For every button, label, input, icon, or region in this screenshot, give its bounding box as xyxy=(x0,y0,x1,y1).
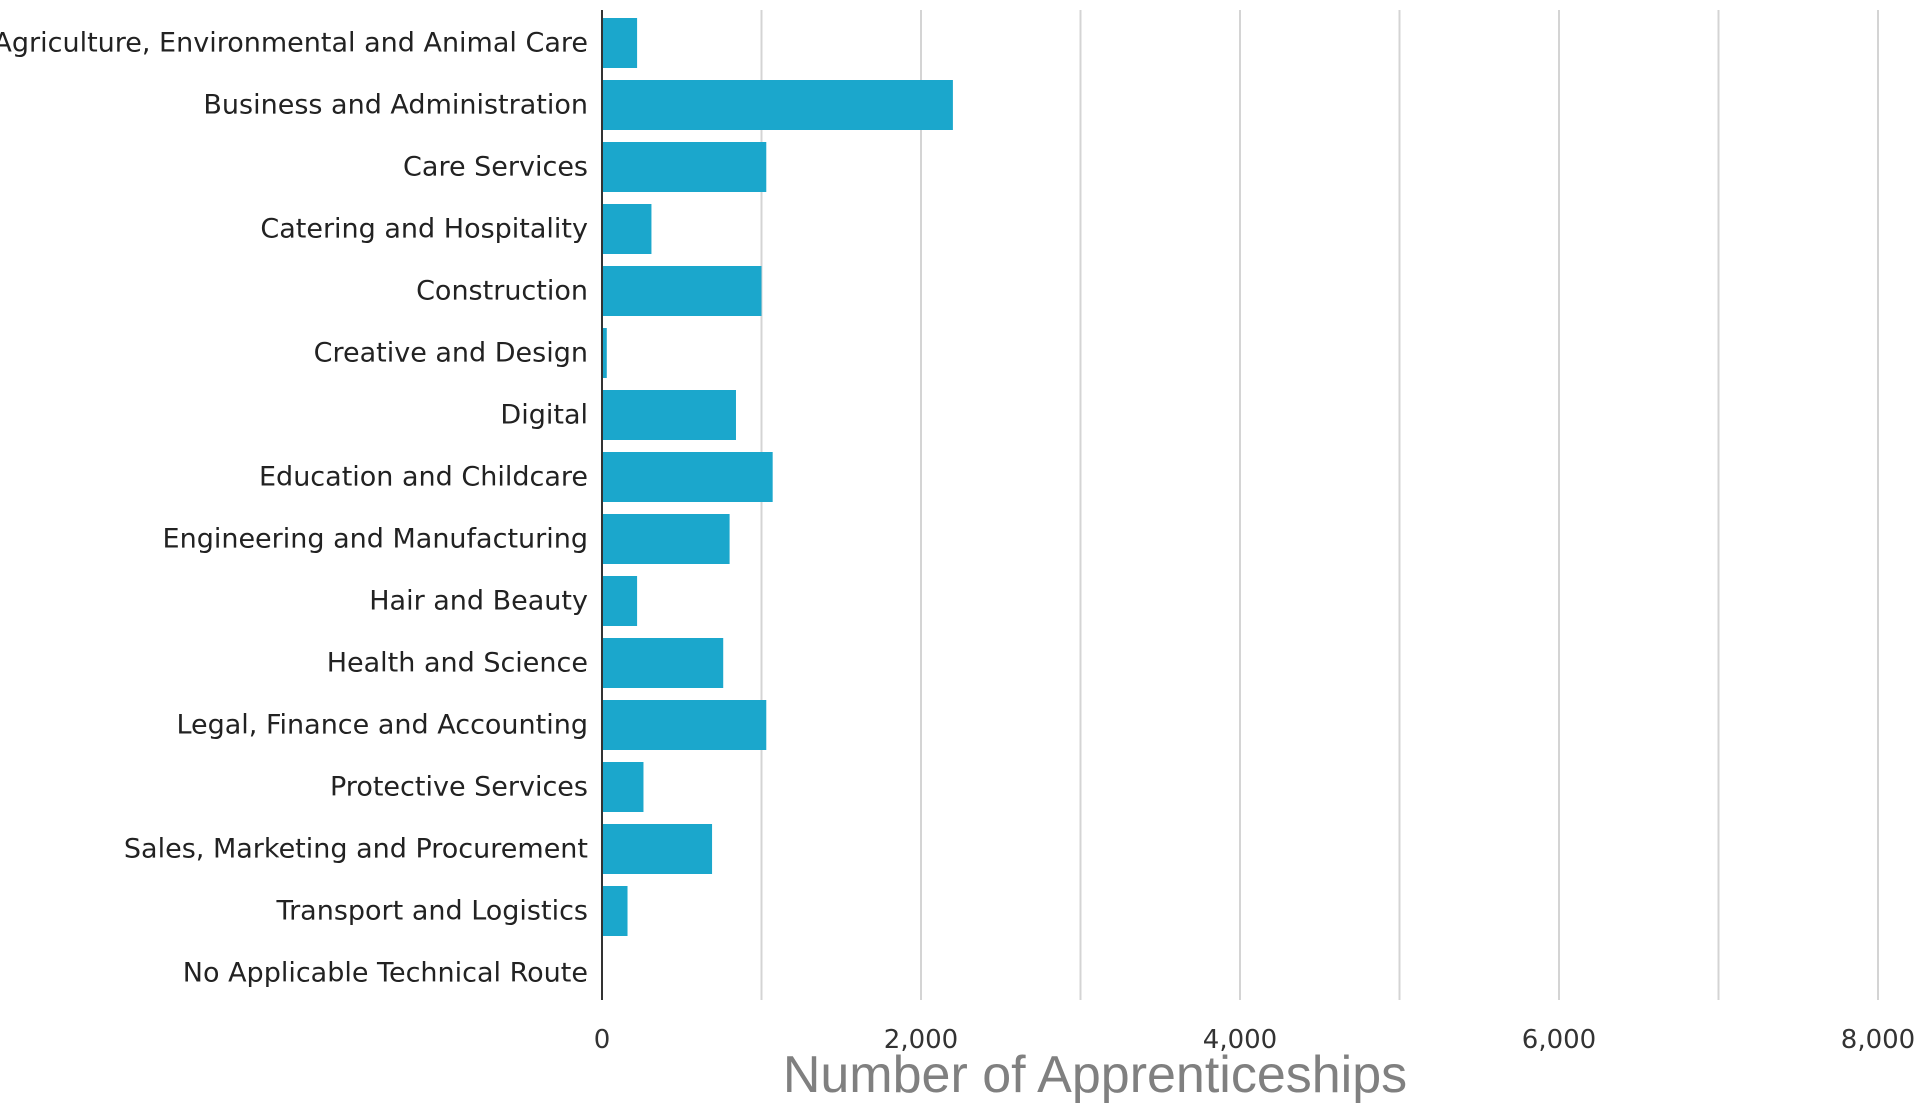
category-label: Transport and Logistics xyxy=(276,896,588,927)
category-label: Creative and Design xyxy=(314,338,588,369)
x-tick-label: 8,000 xyxy=(1841,1025,1915,1055)
x-tick-labels: 0 2,000 4,000 6,000 8,000 xyxy=(594,1025,1915,1055)
category-labels: Agriculture, Environmental and Animal Ca… xyxy=(0,28,588,989)
category-label: Hair and Beauty xyxy=(369,586,588,617)
category-label: Legal, Finance and Accounting xyxy=(176,710,588,741)
bar xyxy=(602,638,724,688)
bar xyxy=(602,452,773,502)
category-label: Digital xyxy=(500,400,588,431)
bar xyxy=(602,18,638,68)
category-label: No Applicable Technical Route xyxy=(183,958,588,989)
x-tick-label: 0 xyxy=(594,1025,611,1055)
bar xyxy=(602,886,628,936)
bar xyxy=(602,700,767,750)
x-axis-title: Number of Apprenticeships xyxy=(783,1046,1407,1104)
category-label: Business and Administration xyxy=(203,90,588,121)
gridlines xyxy=(760,10,1879,1000)
x-tick-label: 2,000 xyxy=(884,1025,958,1055)
category-label: Construction xyxy=(416,276,588,307)
category-label: Protective Services xyxy=(330,772,588,803)
category-label: Care Services xyxy=(403,152,588,183)
category-label: Engineering and Manufacturing xyxy=(163,524,588,555)
category-label: Health and Science xyxy=(327,648,588,679)
category-label: Education and Childcare xyxy=(259,462,588,493)
category-label: Sales, Marketing and Procurement xyxy=(124,834,588,865)
category-label: Agriculture, Environmental and Animal Ca… xyxy=(0,28,588,59)
bars xyxy=(602,18,953,936)
bar xyxy=(602,824,713,874)
bar xyxy=(602,514,730,564)
bar xyxy=(602,328,607,378)
x-tick-label: 4,000 xyxy=(1203,1025,1277,1055)
bar xyxy=(602,80,953,130)
bar xyxy=(602,762,644,812)
bar xyxy=(602,390,736,440)
x-tick-label: 6,000 xyxy=(1522,1025,1596,1055)
bar xyxy=(602,142,767,192)
bar xyxy=(602,266,762,316)
bar xyxy=(602,204,652,254)
bar xyxy=(602,576,638,626)
category-label: Catering and Hospitality xyxy=(260,214,588,245)
